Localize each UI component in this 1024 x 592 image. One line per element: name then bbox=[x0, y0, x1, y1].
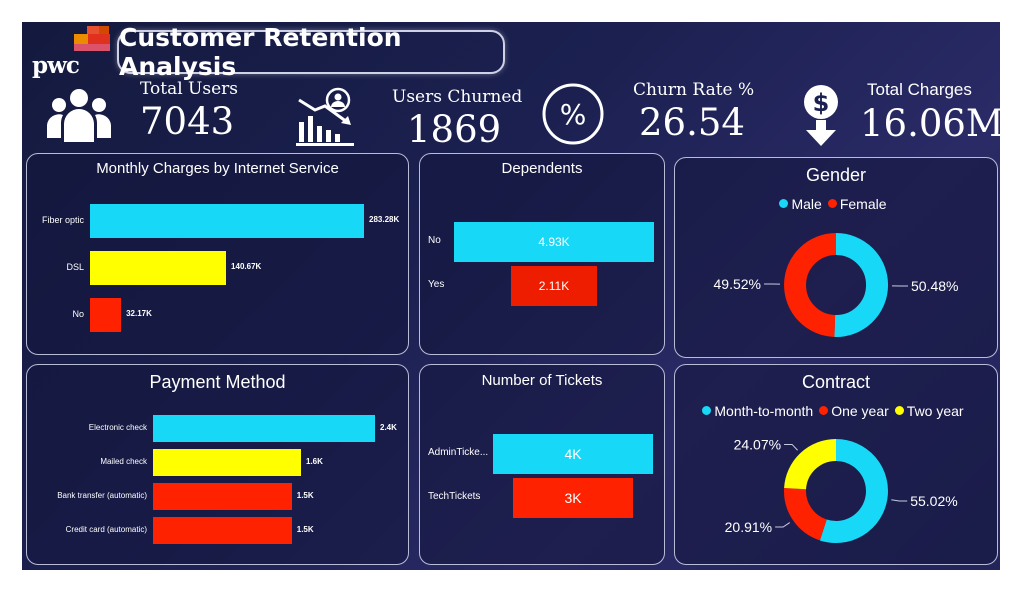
page-title-pill: Customer Retention Analysis bbox=[117, 23, 505, 81]
donut-slice[interactable] bbox=[784, 233, 837, 337]
data-label: 32.17K bbox=[126, 309, 152, 318]
category-label: AdminTicke... bbox=[428, 447, 489, 458]
bar[interactable] bbox=[90, 204, 364, 238]
bar[interactable] bbox=[153, 483, 292, 510]
logo-text: pwc bbox=[32, 52, 80, 79]
data-label: 4K bbox=[564, 446, 582, 462]
chart-title: Dependents bbox=[501, 160, 583, 177]
slice-label: 49.52% bbox=[714, 276, 761, 292]
pwc-logo bbox=[74, 26, 110, 51]
data-label: 2.4K bbox=[380, 422, 397, 432]
chart-legend: Month-to-month One year Two year bbox=[675, 403, 997, 419]
data-label: 140.67K bbox=[231, 262, 262, 271]
legend-label: Two year bbox=[906, 403, 964, 419]
data-label: 4.93K bbox=[538, 235, 570, 249]
panel-payment-method: Payment Method Electronic check 2.4K Maile… bbox=[26, 364, 409, 565]
kpi-users-churned-value: 1869 bbox=[407, 108, 502, 151]
category-label: Mailed check bbox=[100, 456, 147, 466]
legend-label: One year bbox=[831, 403, 889, 419]
legend-item[interactable]: Two year bbox=[894, 403, 964, 419]
donut-slice[interactable] bbox=[784, 439, 837, 490]
bar[interactable] bbox=[511, 266, 597, 306]
category-label: DSL bbox=[66, 262, 84, 272]
data-label: 2.11K bbox=[538, 279, 570, 293]
leader-line bbox=[891, 499, 908, 502]
data-label: 3K bbox=[564, 490, 582, 506]
category-label: Credit card (automatic) bbox=[65, 524, 147, 534]
dollar-download-icon: $ bbox=[804, 85, 838, 146]
data-label: 1.6K bbox=[306, 456, 323, 466]
dashboard: pwc Customer Retention Analysis Total Us… bbox=[22, 22, 1000, 570]
slice-label: 55.02% bbox=[910, 493, 957, 509]
legend-swatch bbox=[779, 199, 789, 208]
slice-label: 20.91% bbox=[725, 519, 772, 535]
legend-item[interactable]: Male bbox=[779, 196, 822, 212]
chart-title: Monthly Charges by Internet Service bbox=[96, 160, 339, 177]
slice-label: 50.48% bbox=[911, 278, 958, 294]
bar[interactable] bbox=[454, 222, 654, 262]
category-label: No bbox=[428, 235, 441, 246]
data-label: 1.5K bbox=[296, 490, 314, 500]
legend-item[interactable]: Month-to-month bbox=[702, 403, 813, 419]
bar[interactable] bbox=[90, 251, 227, 285]
bar[interactable] bbox=[153, 449, 301, 476]
kpi-total-users-label: Total Users bbox=[140, 79, 239, 99]
panel-tickets: Number of Tickets AdminTicke... 4K TechTic… bbox=[419, 364, 665, 565]
legend-swatch bbox=[894, 406, 904, 415]
page-title: Customer Retention Analysis bbox=[119, 23, 402, 81]
panel-dependents: Dependents No 4.93K Yes 2.11K bbox=[419, 153, 665, 355]
bar[interactable] bbox=[153, 517, 292, 544]
legend-label: Month-to-month bbox=[714, 403, 814, 419]
leader-line bbox=[784, 443, 798, 451]
category-label: No bbox=[72, 309, 84, 319]
chart-title: Payment Method bbox=[149, 372, 286, 392]
chart-gender-donut: 50.48% 49.52% bbox=[714, 233, 958, 337]
legend-item[interactable]: Female bbox=[827, 196, 887, 212]
bar[interactable] bbox=[493, 434, 653, 474]
kpi-churn-rate-value: 26.54 bbox=[639, 101, 745, 144]
declining-chart-user-icon bbox=[296, 87, 354, 146]
category-label: Yes bbox=[428, 279, 445, 290]
legend-label: Female bbox=[839, 196, 887, 212]
donut-slice[interactable] bbox=[784, 487, 828, 541]
category-label: Bank transfer (automatic) bbox=[57, 490, 147, 500]
bar[interactable] bbox=[153, 415, 375, 442]
donut-slice[interactable] bbox=[819, 439, 888, 543]
data-label: 1.5K bbox=[296, 524, 314, 534]
leader-line bbox=[775, 522, 791, 528]
kpi-total-charges-label: Total Charges bbox=[867, 80, 972, 99]
kpi-churn-rate-label: Churn Rate % bbox=[633, 80, 755, 100]
panel-monthly-charges: Monthly Charges by Internet Service Fibe… bbox=[26, 153, 409, 355]
chart-title: Gender bbox=[805, 165, 867, 185]
panel-contract: Contract Month-to-month One year Two year … bbox=[674, 364, 998, 565]
donut-slice[interactable] bbox=[834, 233, 888, 337]
legend-item[interactable]: One year bbox=[819, 403, 889, 419]
category-label: Electronic check bbox=[88, 422, 147, 432]
legend-swatch bbox=[702, 406, 712, 415]
data-label: 283.28K bbox=[369, 215, 400, 224]
svg-text:$: $ bbox=[813, 89, 830, 117]
legend-label: Male bbox=[791, 196, 822, 212]
chart-contract-donut: 55.02% 20.91% 24.07% bbox=[725, 436, 958, 543]
legend-swatch bbox=[827, 199, 837, 208]
kpi-total-charges-value: 16.06M bbox=[860, 102, 1000, 145]
panel-gender: Gender Male Female 50.48% 49.52% bbox=[674, 157, 998, 358]
category-label: TechTickets bbox=[428, 491, 481, 502]
bar[interactable] bbox=[90, 298, 122, 332]
legend-swatch bbox=[819, 406, 829, 415]
chart-title: Number of Tickets bbox=[481, 372, 603, 389]
chart-title: Contract bbox=[801, 372, 871, 392]
percent-icon: % bbox=[542, 83, 604, 145]
slice-label: 24.07% bbox=[734, 436, 781, 452]
svg-text:%: % bbox=[560, 98, 587, 131]
kpi-total-users-value: 7043 bbox=[140, 100, 235, 143]
category-label: Fiber optic bbox=[41, 215, 84, 225]
bar[interactable] bbox=[513, 478, 633, 518]
chart-legend: Male Female bbox=[675, 196, 997, 212]
kpi-users-churned-label: Users Churned bbox=[392, 87, 523, 107]
users-icon bbox=[47, 89, 111, 142]
